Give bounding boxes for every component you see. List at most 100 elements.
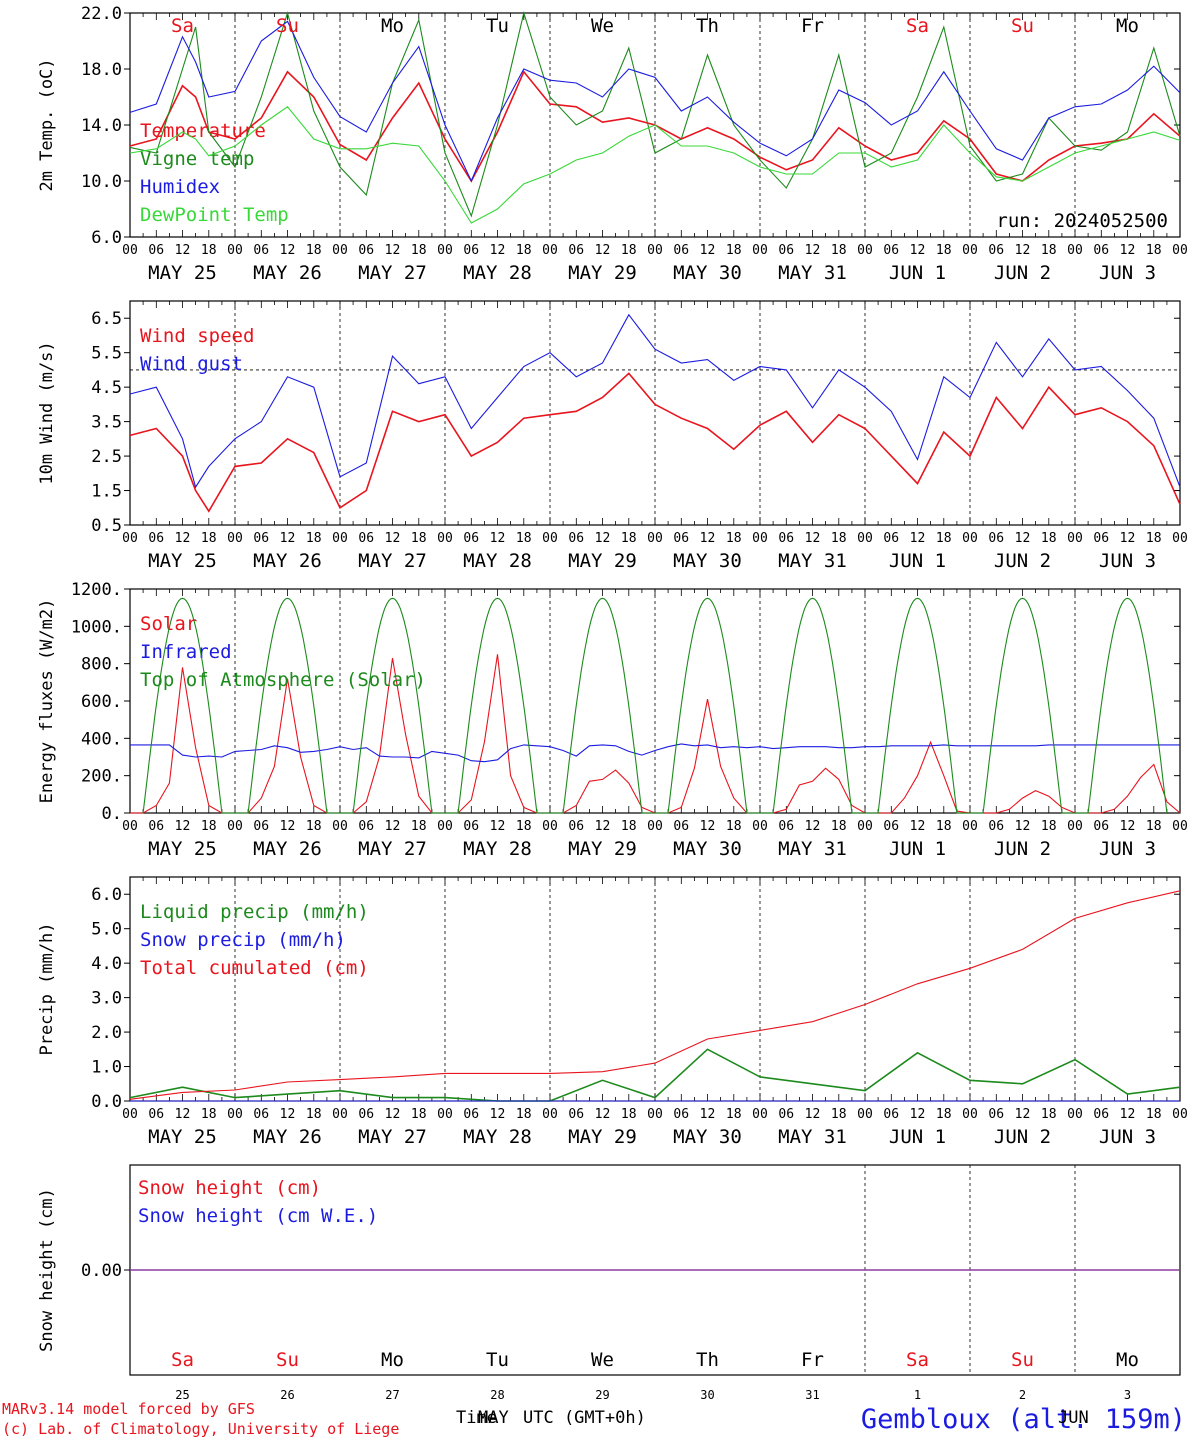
date-label: MAY 27 xyxy=(358,550,427,572)
hour-tick-label: 18 xyxy=(516,819,532,834)
legend-entry: Snow precip (mm/h) xyxy=(140,929,346,951)
footer: MARv3.14 model forced by GFS (c) Lab. of … xyxy=(2,1400,1186,1438)
weekday-label: Mo xyxy=(381,1349,404,1371)
hour-tick-label: 00 xyxy=(332,243,348,258)
hour-tick-label: 12 xyxy=(490,1107,506,1122)
date-label: MAY 25 xyxy=(148,262,217,284)
hour-tick-label: 12 xyxy=(385,243,401,258)
hour-tick-label: 18 xyxy=(201,819,217,834)
hour-tick-label: 12 xyxy=(280,819,296,834)
day-number: 1 xyxy=(914,1388,921,1402)
day-number: 3 xyxy=(1124,1388,1131,1402)
hour-tick-label: 18 xyxy=(1146,1107,1162,1122)
hour-tick-label: 00 xyxy=(1067,819,1083,834)
hour-ticks xyxy=(129,877,1181,1101)
hour-tick-label: 18 xyxy=(1041,531,1057,546)
hour-tick-label: 00 xyxy=(332,819,348,834)
hour-tick-label: 06 xyxy=(883,1107,899,1122)
hour-tick-label: 12 xyxy=(910,243,926,258)
date-label: MAY 27 xyxy=(358,262,427,284)
weekday-label: Su xyxy=(1011,15,1034,37)
hour-tick-label: 12 xyxy=(280,243,296,258)
hour-tick-label: 06 xyxy=(358,819,374,834)
date-label: JUN 3 xyxy=(1099,550,1156,572)
date-label: MAY 27 xyxy=(358,838,427,860)
date-label: MAY 30 xyxy=(673,838,742,860)
date-label: MAY 31 xyxy=(778,262,847,284)
y-tick-label: 22.0 xyxy=(81,4,122,24)
legend-entry: Humidex xyxy=(140,176,220,198)
hour-tick-label: 06 xyxy=(148,819,164,834)
day-number: 25 xyxy=(175,1388,189,1402)
legend-entry: Snow height (cm W.E.) xyxy=(138,1205,378,1227)
hour-tick-label: 18 xyxy=(516,1107,532,1122)
hour-tick-label: 12 xyxy=(385,531,401,546)
date-label: MAY 30 xyxy=(673,1126,742,1148)
panel-temp: 00 06 12 18 00 06 12 18 00 06 12 18 00 06 12 18 00 06 12 18… xyxy=(37,4,1188,284)
hour-tick-label: 12 xyxy=(1120,243,1136,258)
hour-tick-label: 18 xyxy=(411,1107,427,1122)
date-label: JUN 3 xyxy=(1099,1126,1156,1148)
hour-tick-label: 00 xyxy=(962,819,978,834)
hour-tick-label: 00 xyxy=(752,243,768,258)
y-tick-label: 2.5 xyxy=(91,447,122,467)
day-number: 30 xyxy=(700,1388,714,1402)
hour-tick-label: 00 xyxy=(647,243,663,258)
hour-tick-label: 00 xyxy=(647,531,663,546)
y-tick-label: 800. xyxy=(81,655,122,675)
hour-tick-label: 18 xyxy=(831,1107,847,1122)
y-tick-label: 1.0 xyxy=(91,1058,122,1078)
weekday-label: Su xyxy=(276,1349,299,1371)
hour-tick-label: 18 xyxy=(201,243,217,258)
hour-ticks xyxy=(129,589,1181,813)
hour-tick-label: 18 xyxy=(936,243,952,258)
hour-tick-label: 12 xyxy=(595,531,611,546)
hour-tick-label: 00 xyxy=(647,1107,663,1122)
hour-tick-label: 18 xyxy=(621,531,637,546)
panel-snow: 0.00 Snow height (cm) Snow height (cm) Snow… xyxy=(37,1164,1181,1402)
date-label: MAY 28 xyxy=(463,550,532,572)
weekday-label: Mo xyxy=(1116,1349,1139,1371)
hour-tick-label: 12 xyxy=(700,1107,716,1122)
hour-tick-label: 00 xyxy=(227,243,243,258)
hour-tick-label: 18 xyxy=(1146,819,1162,834)
hour-tick-label: 12 xyxy=(805,243,821,258)
hour-ticks xyxy=(129,301,1181,525)
legend-entry: Solar xyxy=(140,613,197,635)
hour-tick-label: 06 xyxy=(673,1107,689,1122)
date-label: JUN 1 xyxy=(889,1126,946,1148)
hour-tick-label: 12 xyxy=(175,243,191,258)
weekday-label: Th xyxy=(696,1349,719,1371)
hour-tick-label: 06 xyxy=(778,819,794,834)
hour-tick-label: 06 xyxy=(568,531,584,546)
hour-tick-label: 00 xyxy=(962,243,978,258)
hour-tick-label: 12 xyxy=(1015,1107,1031,1122)
hour-tick-label: 00 xyxy=(647,819,663,834)
hour-tick-label: 12 xyxy=(910,819,926,834)
hour-tick-label: 12 xyxy=(1015,819,1031,834)
hour-tick-label: 00 xyxy=(332,531,348,546)
series-line xyxy=(129,70,1181,183)
station-label: Gembloux (alt. 159m) xyxy=(861,1404,1186,1435)
hour-tick-label: 06 xyxy=(1093,243,1109,258)
hour-tick-label: 18 xyxy=(1041,819,1057,834)
series-line xyxy=(129,890,1181,1100)
hour-tick-label: 12 xyxy=(910,1107,926,1122)
y-axis-label: Precip (mm/h) xyxy=(37,922,57,1055)
weekday-label: Sa xyxy=(171,15,194,37)
hour-tick-label: 18 xyxy=(201,1107,217,1122)
hour-tick-label: 18 xyxy=(306,243,322,258)
date-label: MAY 28 xyxy=(463,1126,532,1148)
hour-tick-label: 06 xyxy=(253,531,269,546)
hour-tick-label: 18 xyxy=(936,531,952,546)
y-tick-label: 5.0 xyxy=(91,920,122,940)
hour-tick-label: 12 xyxy=(805,1107,821,1122)
date-label: MAY 28 xyxy=(463,838,532,860)
weekday-label: Tu xyxy=(486,1349,509,1371)
hour-tick-label: 06 xyxy=(778,243,794,258)
date-label: MAY 25 xyxy=(148,550,217,572)
date-label: JUN 2 xyxy=(994,262,1051,284)
date-label: MAY 29 xyxy=(568,262,637,284)
y-axis-label: 2m Temp. (oC) xyxy=(37,58,57,191)
hour-tick-label: 12 xyxy=(910,531,926,546)
